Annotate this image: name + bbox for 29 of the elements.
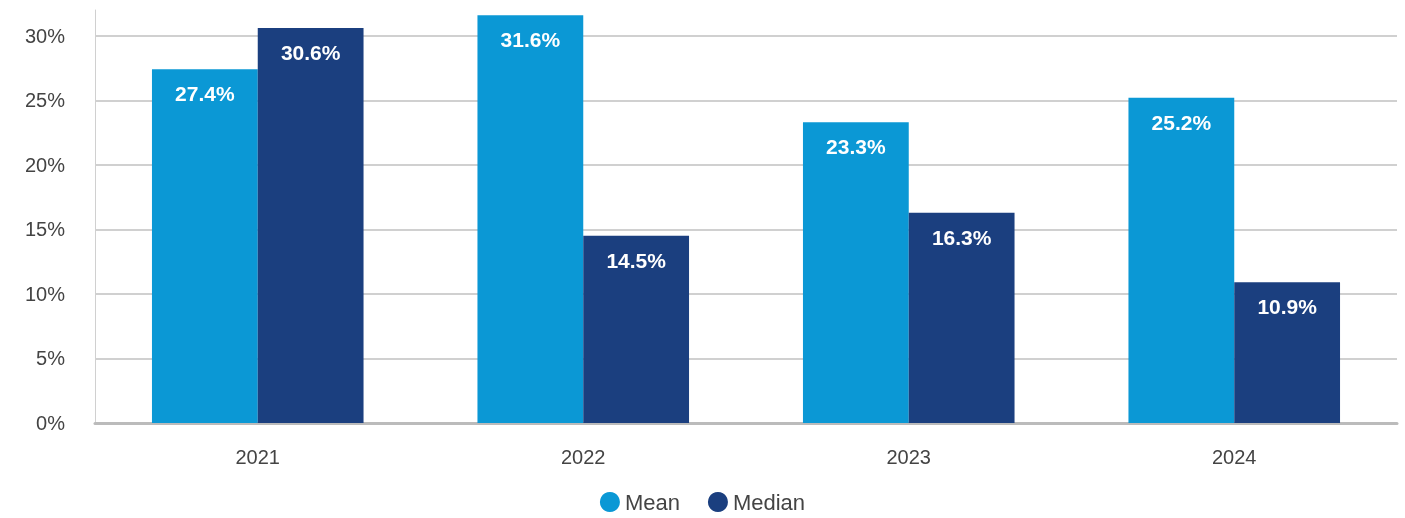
bar bbox=[908, 212, 1015, 423]
bar bbox=[257, 28, 364, 423]
y-tick-label: 15% bbox=[24, 218, 66, 241]
x-tick-label: 2022 bbox=[561, 446, 606, 468]
data-label: 16.3% bbox=[931, 225, 992, 249]
bar bbox=[1128, 97, 1235, 423]
data-label: 25.2% bbox=[1151, 110, 1212, 134]
data-label: 30.6% bbox=[280, 41, 341, 65]
data-label: 27.4% bbox=[175, 82, 235, 106]
data-label: 23.3% bbox=[826, 135, 886, 159]
data-label: 14.5% bbox=[606, 248, 667, 272]
y-tick-label: 30% bbox=[24, 24, 66, 47]
legend-label: Median bbox=[732, 489, 806, 515]
legend-label: Mean bbox=[624, 489, 680, 515]
y-tick-label: 0% bbox=[36, 412, 66, 434]
bar bbox=[151, 69, 258, 423]
data-label: 10.9% bbox=[1257, 295, 1318, 319]
bar bbox=[1234, 282, 1341, 423]
x-tick-label: 2024 bbox=[1212, 446, 1257, 468]
x-tick-label: 2021 bbox=[235, 446, 280, 468]
bar bbox=[802, 122, 909, 423]
data-label: 31.6% bbox=[500, 28, 561, 52]
y-tick-label: 25% bbox=[24, 89, 66, 112]
x-tick-label: 2023 bbox=[886, 446, 931, 468]
bar bbox=[583, 235, 690, 423]
y-tick-label: 5% bbox=[36, 347, 66, 370]
bar bbox=[477, 15, 584, 423]
y-tick-label: 10% bbox=[24, 282, 66, 305]
y-tick-label: 20% bbox=[24, 153, 66, 176]
